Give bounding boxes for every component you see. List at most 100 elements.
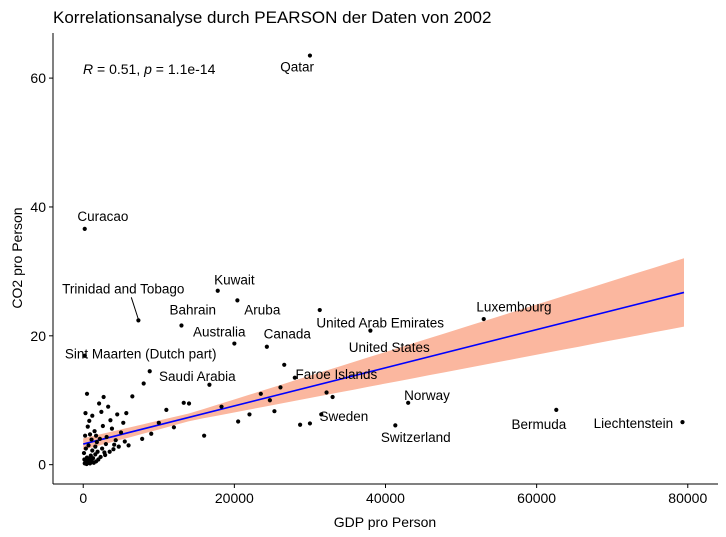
data-point (111, 447, 116, 452)
data-point (141, 381, 146, 386)
data-point (83, 446, 88, 451)
point-label: Bahrain (170, 303, 217, 318)
data-point (92, 429, 97, 434)
data-point (307, 53, 313, 58)
data-point (324, 390, 329, 395)
data-point (107, 449, 112, 454)
regression-line-layer (83, 291, 685, 445)
y-tick-label: 60 (30, 70, 46, 86)
data-point (235, 298, 240, 303)
y-ticks: 0 20 40 60 (30, 70, 53, 473)
data-point (267, 398, 272, 403)
point-label: Liechtenstein (594, 416, 674, 431)
data-point (93, 452, 98, 457)
data-point (81, 450, 87, 456)
data-point (330, 394, 335, 400)
point-labels-layer: Qatar Curacao Kuwait Trinidad and Tobago Bah… (62, 60, 673, 445)
data-point (258, 391, 263, 396)
data-point (219, 404, 224, 409)
data-point (116, 444, 121, 449)
data-point (90, 448, 95, 453)
data-point (272, 409, 277, 414)
data-point (82, 461, 87, 466)
data-point (85, 424, 90, 429)
data-point (393, 423, 398, 428)
data-point (136, 318, 141, 323)
chart-title: Korrelationsanalyse durch PEARSON der Da… (53, 8, 491, 27)
data-point (115, 412, 120, 417)
point-label: Canada (264, 326, 312, 341)
label-leader-line (130, 297, 139, 320)
data-point (122, 439, 127, 444)
y-tick-label: 20 (30, 328, 46, 344)
y-tick-label: 0 (38, 457, 46, 473)
point-label: Faroe Islands (295, 367, 377, 382)
data-point (82, 353, 87, 358)
data-point (106, 404, 111, 409)
x-tick-label: 80000 (668, 490, 707, 506)
point-label: Qatar (280, 60, 314, 75)
data-point (109, 426, 115, 431)
data-point (93, 433, 99, 438)
point-label: Kuwait (214, 272, 255, 287)
stat-p-symbol: p (143, 61, 152, 77)
data-point (236, 419, 241, 424)
data-point (88, 453, 93, 458)
point-label: Australia (193, 324, 246, 339)
stat-r-value: 0.51 (109, 61, 136, 77)
data-point (83, 433, 88, 438)
data-point (179, 323, 184, 328)
point-label: Switzerland (381, 430, 451, 445)
point-label: Sint Maarten (Dutch part) (65, 346, 217, 361)
data-point (87, 432, 93, 437)
point-label: Luxembourg (476, 299, 551, 314)
confidence-band (83, 258, 684, 450)
data-point (102, 450, 107, 455)
point-label: Bermuda (512, 417, 567, 432)
data-point (368, 328, 373, 333)
data-point (82, 457, 87, 462)
data-point (282, 362, 287, 367)
data-point (156, 420, 161, 425)
point-label: Aruba (244, 303, 281, 318)
data-point (118, 430, 124, 435)
pearson-stat-label: R = 0.51, p = 1.1e-14 (83, 61, 216, 77)
data-point (97, 436, 102, 441)
data-point (481, 316, 486, 322)
data-point (104, 434, 109, 440)
data-point (164, 407, 169, 413)
data-point (99, 409, 104, 414)
data-point (108, 418, 113, 423)
data-point (186, 401, 192, 406)
data-point (86, 443, 91, 448)
data-point (121, 420, 126, 425)
data-point (317, 307, 322, 313)
data-point (319, 412, 324, 417)
confidence-band-layer (83, 258, 684, 450)
data-point (93, 444, 98, 449)
data-point (89, 437, 94, 442)
point-label: Saudi Arabia (159, 369, 236, 384)
data-point (140, 436, 145, 441)
data-point (149, 431, 154, 436)
stat-r-symbol: R (83, 61, 93, 77)
point-label: United Arab Emirates (316, 315, 444, 330)
points-layer (81, 53, 685, 467)
y-tick-label: 40 (30, 199, 46, 215)
data-point (264, 344, 269, 349)
point-label: Trinidad and Tobago (62, 281, 184, 296)
data-point (147, 369, 152, 374)
data-point (96, 401, 102, 406)
data-point (94, 440, 99, 445)
stat-p-value: 1.1e-14 (168, 61, 216, 77)
point-label: United States (349, 340, 430, 355)
data-point (83, 411, 88, 416)
data-point (307, 421, 313, 426)
data-point (215, 288, 220, 293)
y-axis-label: CO2 pro Person (9, 207, 25, 308)
data-point (406, 400, 411, 405)
point-label: Curacao (77, 209, 128, 224)
data-point (232, 341, 237, 346)
data-point (292, 375, 297, 380)
